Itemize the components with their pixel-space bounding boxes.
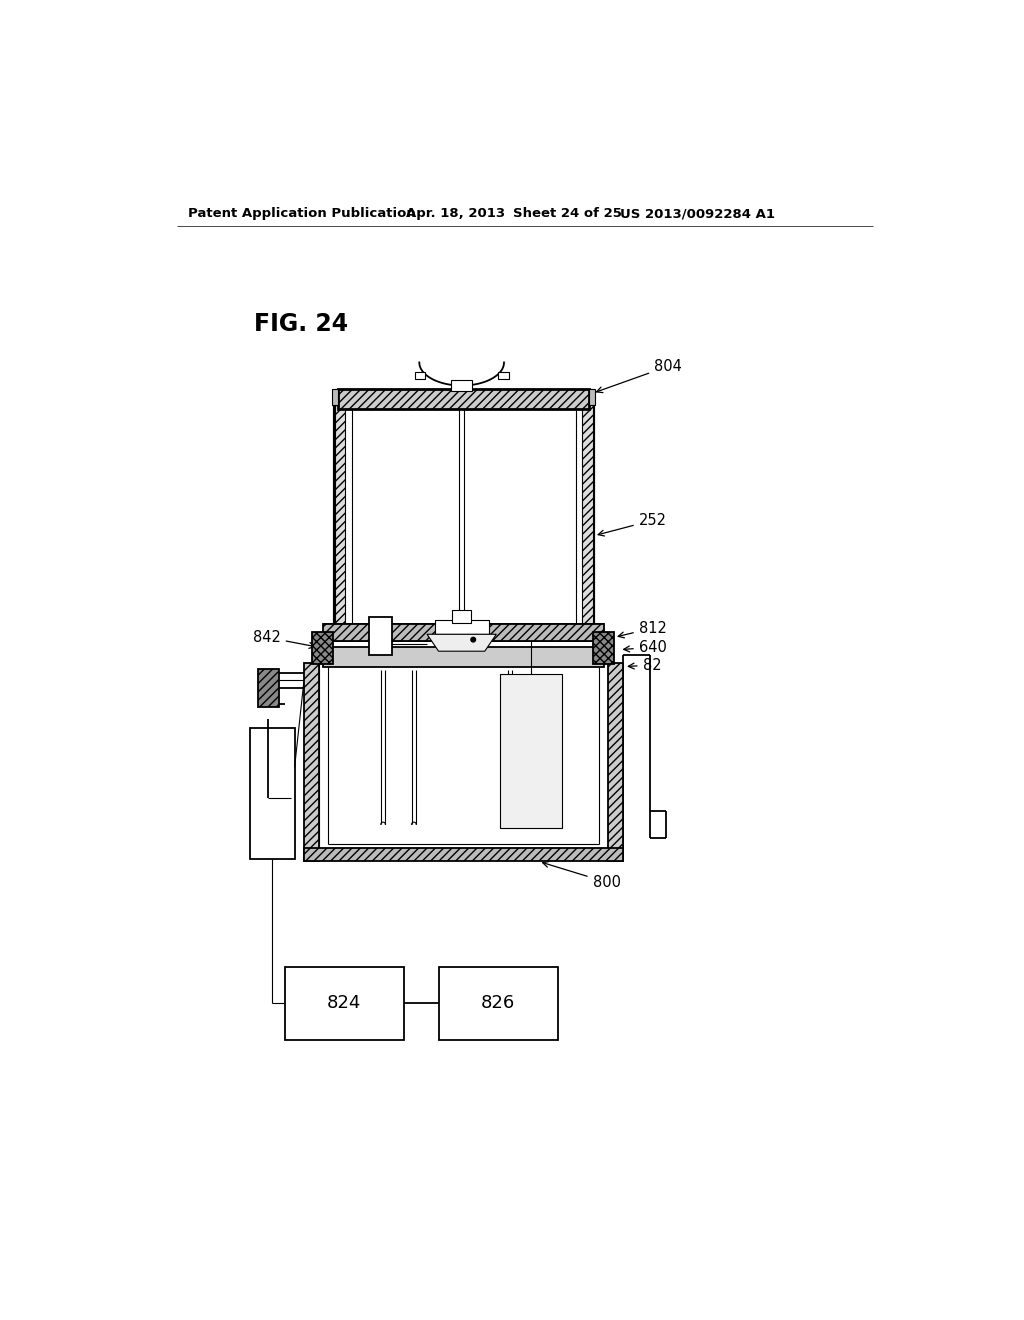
Bar	[323, 647, 604, 667]
Bar	[304, 663, 319, 862]
Bar	[608, 663, 624, 862]
Text: 826: 826	[481, 994, 515, 1012]
Text: 640: 640	[624, 640, 667, 655]
Text: Apr. 18, 2013: Apr. 18, 2013	[407, 207, 506, 220]
Bar	[370, 616, 392, 655]
Text: 800: 800	[543, 862, 621, 890]
Text: 82: 82	[629, 657, 662, 673]
Text: US 2013/0092284 A1: US 2013/0092284 A1	[621, 207, 775, 220]
Bar	[500, 675, 562, 829]
Bar	[453, 610, 471, 623]
Bar	[451, 380, 472, 391]
Text: 804: 804	[597, 359, 682, 392]
Text: FIG. 24: FIG. 24	[254, 312, 348, 337]
Text: Patent Application Publication: Patent Application Publication	[188, 207, 416, 220]
Bar	[335, 389, 345, 628]
Bar	[323, 624, 604, 642]
Bar	[435, 620, 488, 635]
Text: 252: 252	[598, 512, 667, 536]
Text: 824: 824	[327, 994, 361, 1012]
Bar	[339, 389, 589, 409]
Bar	[250, 729, 295, 859]
Text: 812: 812	[618, 620, 667, 638]
Bar	[351, 409, 575, 628]
Bar	[593, 632, 614, 664]
Bar	[446, 622, 477, 635]
Bar	[582, 389, 593, 628]
Polygon shape	[427, 635, 497, 651]
Bar	[333, 389, 339, 405]
Bar	[498, 372, 509, 379]
Bar	[415, 372, 425, 379]
Bar	[285, 966, 403, 1040]
Circle shape	[471, 638, 475, 642]
Bar	[304, 847, 624, 862]
Text: Sheet 24 of 25: Sheet 24 of 25	[513, 207, 623, 220]
Bar	[311, 632, 333, 664]
Bar	[438, 966, 558, 1040]
Bar	[258, 669, 280, 708]
Text: 842: 842	[253, 630, 315, 648]
Bar	[589, 389, 595, 405]
